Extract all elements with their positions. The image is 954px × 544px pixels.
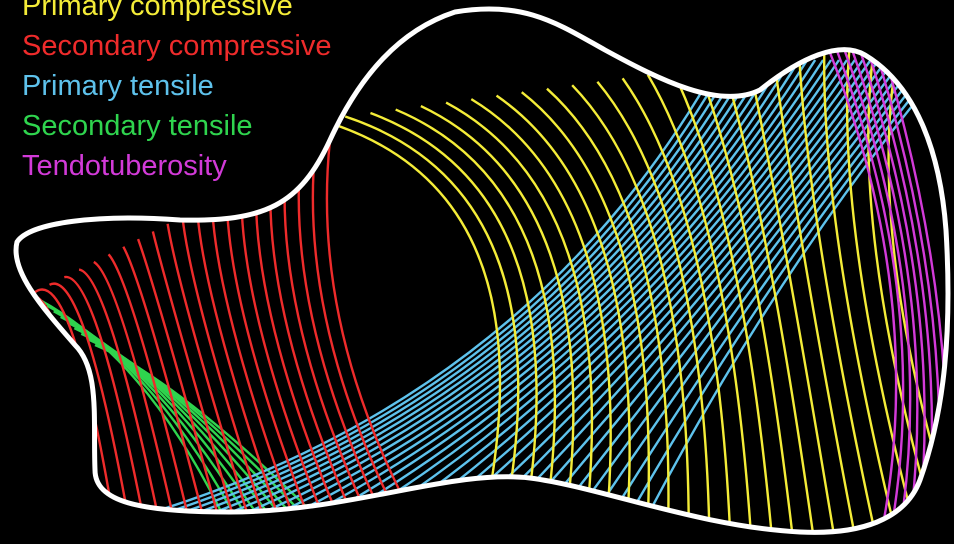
secondary-compressive-line xyxy=(311,147,406,531)
secondary-compressive-line xyxy=(325,139,422,531)
secondary-tensile-line xyxy=(87,338,319,531)
primary-compressive-line xyxy=(747,60,836,533)
primary-compressive-line xyxy=(395,108,557,533)
secondary-compressive-line xyxy=(297,155,391,531)
legend-item-secondary-tensile: Secondary tensile xyxy=(22,110,253,142)
primary-tensile-line xyxy=(146,59,745,532)
primary-tensile-line xyxy=(638,59,949,531)
primary-tensile-line xyxy=(430,59,864,531)
primary-compressive-line xyxy=(697,67,795,533)
legend: Primary compressive Secondary compressiv… xyxy=(22,0,331,186)
legend-item-primary-compressive: Primary compressive xyxy=(22,0,293,22)
primary-compressive-line xyxy=(319,118,502,533)
secondary-compressive-line xyxy=(166,223,254,531)
legend-item-tendotuberosity: Tendotuberosity xyxy=(22,150,227,182)
primary-compressive-line xyxy=(370,111,538,533)
secondary-compressive-line xyxy=(254,178,345,531)
primary-tensile-line xyxy=(222,59,777,532)
primary-tensile-line xyxy=(449,59,872,531)
primary-compressive-line xyxy=(470,98,612,533)
secondary-compressive-line xyxy=(64,275,147,531)
primary-compressive-line xyxy=(722,64,816,533)
tendotuberosity-line xyxy=(839,39,912,533)
primary-compressive-line xyxy=(520,91,650,533)
primary-tensile-line xyxy=(316,59,817,532)
primary-compressive-line xyxy=(596,80,711,533)
primary-tensile-line xyxy=(203,59,769,532)
secondary-compressive-line xyxy=(225,193,315,531)
secondary-compressive-line xyxy=(181,216,269,531)
secondary-tensile-line xyxy=(80,332,306,531)
primary-compressive-line xyxy=(772,57,857,533)
secondary-compressive-line xyxy=(151,231,239,531)
primary-tensile-line xyxy=(506,59,896,531)
primary-compressive-line xyxy=(344,115,520,533)
primary-tensile-line xyxy=(525,59,904,531)
secondary-compressive-line xyxy=(269,170,361,531)
secondary-compressive-line xyxy=(240,185,330,531)
legend-item-primary-tensile: Primary tensile xyxy=(22,70,214,102)
primary-tensile-line xyxy=(260,59,793,532)
secondary-compressive-line xyxy=(34,288,117,531)
secondary-compressive-line xyxy=(93,260,178,531)
primary-tensile-line xyxy=(487,59,888,531)
primary-tensile-line xyxy=(392,59,848,531)
primary-compressive-line xyxy=(420,105,575,533)
tendotuberosity-line xyxy=(847,39,919,533)
bone-outline xyxy=(13,6,951,535)
legend-item-secondary-compressive: Secondary compressive xyxy=(22,30,332,62)
primary-compressive-line xyxy=(445,101,594,533)
primary-tensile-line xyxy=(279,59,801,532)
tendotuberosity-line xyxy=(823,39,898,533)
primary-tensile-line xyxy=(184,59,761,532)
primary-tensile-line xyxy=(165,59,753,532)
primary-compressive-line xyxy=(621,77,732,533)
secondary-compressive-line xyxy=(136,238,224,531)
primary-compressive-line xyxy=(822,50,899,533)
secondary-compressive-line xyxy=(210,200,300,531)
tendotuberosity-line xyxy=(831,39,905,533)
primary-compressive-line xyxy=(797,53,878,533)
primary-compressive-line xyxy=(646,74,753,533)
primary-tensile-line xyxy=(601,59,936,531)
secondary-compressive-line xyxy=(122,246,208,531)
secondary-compressive-line xyxy=(78,268,163,531)
trabecular-lines xyxy=(19,39,949,533)
secondary-compressive-line xyxy=(107,253,193,531)
secondary-compressive-line xyxy=(48,282,132,531)
primary-compressive-line xyxy=(495,94,631,533)
secondary-compressive-line xyxy=(195,208,284,531)
primary-tensile-line xyxy=(89,59,722,532)
primary-compressive-line xyxy=(671,70,774,533)
primary-tensile-line xyxy=(335,59,825,532)
primary-compressive-line xyxy=(571,84,690,533)
primary-compressive-line xyxy=(546,87,670,533)
secondary-compressive-line xyxy=(283,162,376,531)
